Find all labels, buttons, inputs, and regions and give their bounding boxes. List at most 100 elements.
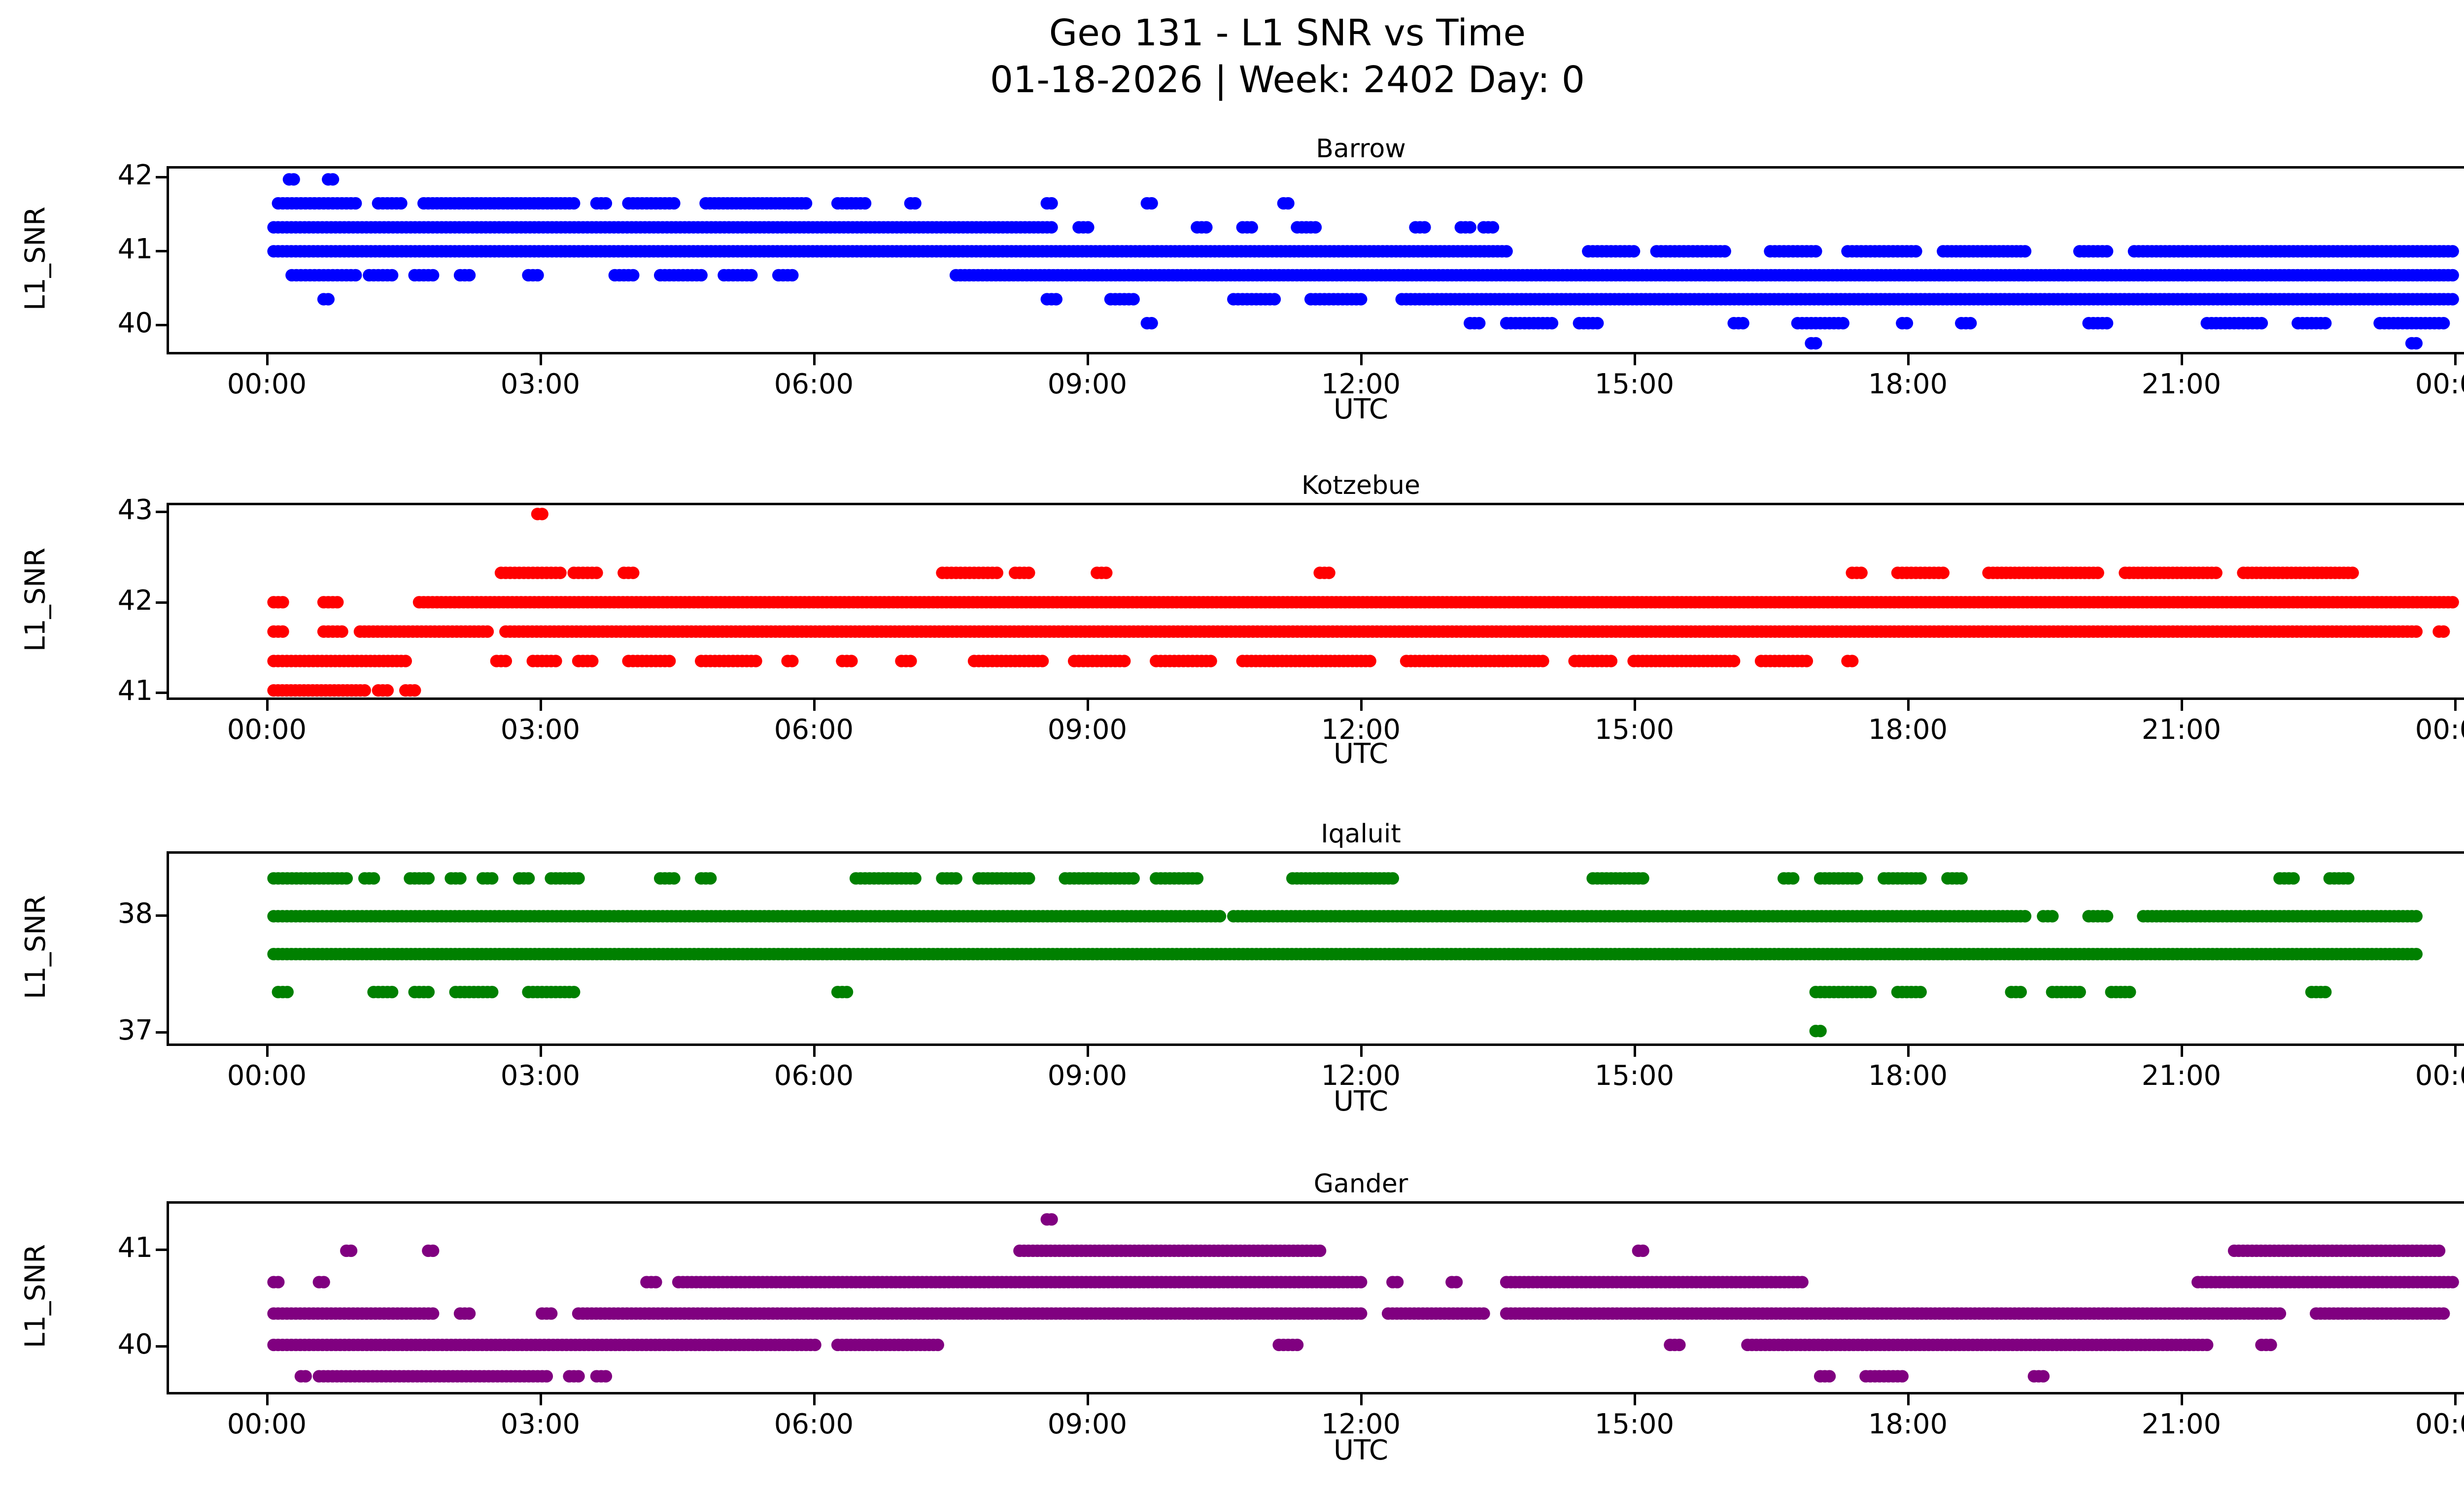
x-tick-label-0-5: 15:00 <box>1594 368 1675 400</box>
x-tick-label-2-8: 00:00 <box>2415 1060 2464 1092</box>
subplot-title-1: Kotzebue <box>1301 471 1420 500</box>
x-tick-mark-2-4 <box>1360 1046 1363 1057</box>
x-tick-mark-1-4 <box>1360 700 1363 711</box>
scatter-points-gander <box>267 1213 2459 1383</box>
y-axis-label-2: L1_SNR <box>19 895 52 999</box>
x-tick-label-1-3: 09:00 <box>1047 714 1128 746</box>
x-tick-mark-1-0 <box>266 700 269 711</box>
x-tick-label-1-4: 12:00 <box>1321 714 1401 746</box>
x-tick-label-2-2: 06:00 <box>774 1060 854 1092</box>
x-tick-label-0-8: 00:00 <box>2415 368 2464 400</box>
y-axis-label-3: L1_SNR <box>19 1244 52 1349</box>
subplot-title-0: Barrow <box>1316 134 1406 164</box>
x-tick-label-1-1: 03:00 <box>500 714 581 746</box>
x-tick-mark-0-7 <box>2180 354 2183 365</box>
x-tick-label-3-8: 00:00 <box>2415 1408 2464 1440</box>
x-tick-label-0-3: 09:00 <box>1047 368 1128 400</box>
scatter-points-kotzebue <box>267 508 2459 697</box>
x-tick-mark-3-7 <box>2180 1394 2183 1405</box>
x-tick-mark-3-0 <box>266 1394 269 1405</box>
x-tick-mark-0-5 <box>1633 354 1636 365</box>
x-tick-mark-2-6 <box>1907 1046 1910 1057</box>
y-tick-label-2-0: 37 <box>117 1014 153 1046</box>
x-tick-mark-1-2 <box>813 700 816 711</box>
x-tick-mark-1-1 <box>539 700 542 711</box>
x-tick-mark-0-0 <box>266 354 269 365</box>
x-tick-mark-0-4 <box>1360 354 1363 365</box>
x-tick-mark-1-8 <box>2454 700 2457 711</box>
x-tick-label-3-3: 09:00 <box>1047 1408 1128 1440</box>
x-tick-mark-3-4 <box>1360 1394 1363 1405</box>
y-tick-mark-2-1 <box>156 914 167 917</box>
scatter-points-iqaluit <box>267 872 2423 1038</box>
axes-iqaluit <box>167 851 2464 1046</box>
x-tick-label-0-6: 18:00 <box>1868 368 1948 400</box>
subplot-title-3: Gander <box>1313 1169 1408 1199</box>
y-axis-label-0: L1_SNR <box>19 206 52 311</box>
x-axis-label-3: UTC <box>1333 1434 1388 1466</box>
y-axis-label-1: L1_SNR <box>19 547 52 652</box>
y-tick-label-0-2: 42 <box>117 159 153 192</box>
y-tick-mark-1-2 <box>156 511 167 514</box>
y-tick-mark-3-0 <box>156 1345 167 1348</box>
x-tick-mark-1-5 <box>1633 700 1636 711</box>
y-tick-mark-1-1 <box>156 601 167 604</box>
x-tick-mark-3-3 <box>1086 1394 1089 1405</box>
y-tick-mark-0-0 <box>156 324 167 327</box>
x-tick-label-1-6: 18:00 <box>1868 714 1948 746</box>
x-tick-label-3-0: 00:00 <box>227 1408 307 1440</box>
x-tick-label-3-6: 18:00 <box>1868 1408 1948 1440</box>
y-tick-mark-2-0 <box>156 1031 167 1034</box>
axes-gander <box>167 1201 2464 1394</box>
y-tick-label-0-0: 40 <box>117 307 153 340</box>
x-tick-mark-3-2 <box>813 1394 816 1405</box>
x-tick-label-1-0: 00:00 <box>227 714 307 746</box>
scatter-points-barrow <box>267 173 2459 350</box>
axes-barrow <box>167 166 2464 354</box>
x-tick-label-3-1: 03:00 <box>500 1408 581 1440</box>
x-tick-label-2-1: 03:00 <box>500 1060 581 1092</box>
x-tick-mark-2-1 <box>539 1046 542 1057</box>
x-axis-label-0: UTC <box>1333 393 1388 425</box>
x-tick-mark-3-5 <box>1633 1394 1636 1405</box>
x-tick-label-1-5: 15:00 <box>1594 714 1675 746</box>
x-tick-label-0-7: 21:00 <box>2141 368 2222 400</box>
x-tick-mark-2-2 <box>813 1046 816 1057</box>
figure-suptitle: Geo 131 - L1 SNR vs Time 01-18-2026 | We… <box>0 10 2464 103</box>
x-tick-label-3-2: 06:00 <box>774 1408 854 1440</box>
x-tick-label-2-6: 18:00 <box>1868 1060 1948 1092</box>
y-tick-mark-0-1 <box>156 250 167 253</box>
subplot-title-2: Iqaluit <box>1321 819 1401 849</box>
y-tick-mark-3-1 <box>156 1249 167 1251</box>
y-tick-mark-1-0 <box>156 692 167 695</box>
x-tick-mark-2-5 <box>1633 1046 1636 1057</box>
x-tick-label-3-4: 12:00 <box>1321 1408 1401 1440</box>
x-tick-mark-0-3 <box>1086 354 1089 365</box>
x-tick-label-0-1: 03:00 <box>500 368 581 400</box>
x-tick-label-2-4: 12:00 <box>1321 1060 1401 1092</box>
x-tick-mark-3-8 <box>2454 1394 2457 1405</box>
y-tick-label-0-1: 41 <box>117 233 153 266</box>
x-tick-mark-2-0 <box>266 1046 269 1057</box>
x-tick-mark-0-8 <box>2454 354 2457 365</box>
x-tick-mark-0-1 <box>539 354 542 365</box>
x-tick-label-1-8: 00:00 <box>2415 714 2464 746</box>
y-tick-label-1-2: 43 <box>117 494 153 526</box>
y-tick-mark-0-2 <box>156 176 167 179</box>
x-tick-label-1-7: 21:00 <box>2141 714 2222 746</box>
x-tick-mark-0-2 <box>813 354 816 365</box>
x-tick-label-1-2: 06:00 <box>774 714 854 746</box>
x-tick-mark-3-6 <box>1907 1394 1910 1405</box>
y-tick-label-3-1: 41 <box>117 1232 153 1264</box>
y-tick-label-2-1: 38 <box>117 898 153 930</box>
axes-kotzebue <box>167 503 2464 700</box>
x-tick-mark-3-1 <box>539 1394 542 1405</box>
x-tick-mark-0-6 <box>1907 354 1910 365</box>
x-axis-label-2: UTC <box>1333 1085 1388 1117</box>
x-tick-label-2-0: 00:00 <box>227 1060 307 1092</box>
x-tick-mark-1-3 <box>1086 700 1089 711</box>
x-tick-mark-1-7 <box>2180 700 2183 711</box>
x-tick-label-3-5: 15:00 <box>1594 1408 1675 1440</box>
y-tick-label-1-1: 42 <box>117 584 153 617</box>
x-tick-label-2-5: 15:00 <box>1594 1060 1675 1092</box>
